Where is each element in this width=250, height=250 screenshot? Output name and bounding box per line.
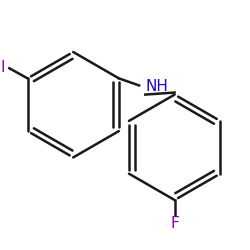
Text: F: F — [170, 216, 179, 231]
Text: NH: NH — [145, 79, 168, 94]
Text: I: I — [1, 60, 6, 75]
